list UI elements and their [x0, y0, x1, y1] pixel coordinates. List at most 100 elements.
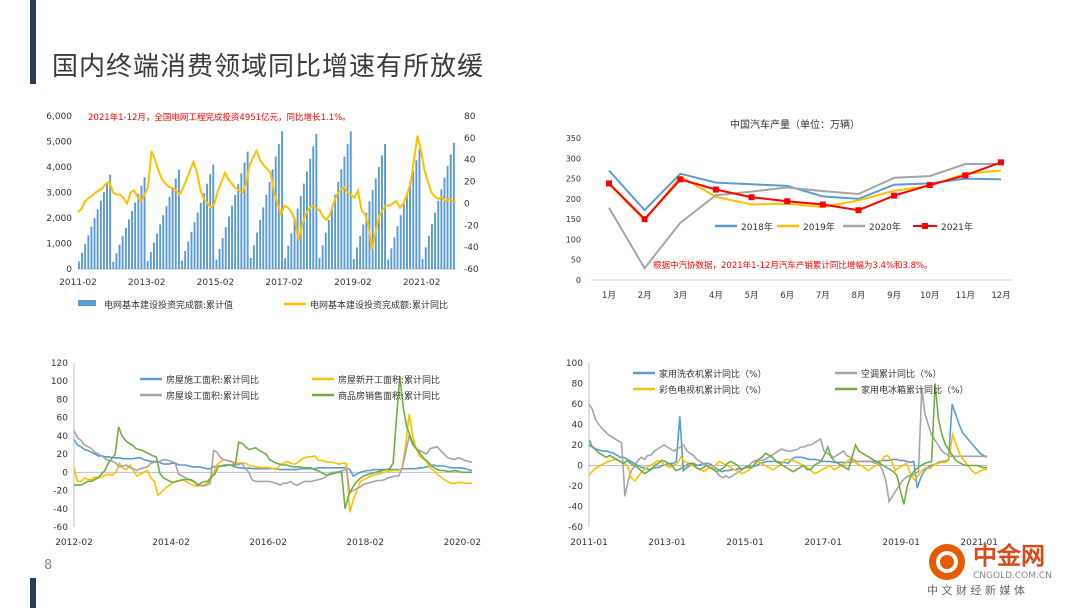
investment-bar [334, 194, 337, 269]
y-left-tick-label: 2,000 [46, 214, 72, 224]
x-tick-label: 2012-02 [55, 538, 93, 548]
investment-bar [427, 235, 430, 269]
investment-bar [406, 193, 408, 269]
x-tick-label: 2011-01 [570, 538, 608, 548]
investment-bar [449, 154, 452, 269]
x-tick-label: 1月 [602, 291, 616, 301]
investment-bar [149, 251, 152, 269]
investment-bar [143, 177, 146, 269]
y-tick-label: 0 [577, 462, 583, 472]
investment-bar [437, 200, 440, 269]
y-tick-label: 20 [572, 441, 584, 451]
investment-bar [146, 261, 149, 269]
investment-bar [203, 193, 205, 269]
series-line-2021年 [608, 161, 1002, 221]
investment-bar [121, 236, 124, 269]
data-marker-2021 [819, 201, 826, 208]
real-estate-chart: 120 100 80 60 40 20 0 -20 -40 -60 2012-02 2014-02 20… [51, 359, 481, 548]
legend-label: 2021年 [941, 221, 973, 233]
series-line-2019年 [608, 169, 1002, 222]
series-line [588, 388, 987, 504]
investment-bar [90, 226, 93, 269]
x-tick-label: 5月 [745, 291, 759, 301]
x-tick-label: 2019-02 [334, 278, 372, 288]
x-tick-label: 2014-02 [152, 538, 190, 548]
data-marker-2021 [998, 159, 1004, 166]
x-tick-label: 10月 [920, 291, 939, 301]
data-marker-2021 [784, 198, 791, 205]
investment-bar [412, 171, 415, 269]
investment-bar [315, 133, 318, 269]
y-right-tick-label: 80 [464, 112, 476, 122]
investment-bar [262, 207, 265, 269]
investment-bar [234, 194, 237, 269]
y-tick-label: 100 [51, 377, 68, 387]
investment-bar [115, 253, 118, 269]
investment-bar [212, 164, 215, 269]
investment-bar [184, 251, 187, 269]
investment-bar [181, 260, 183, 269]
investment-bar [243, 162, 246, 269]
investment-bar [256, 232, 258, 269]
legend-label: 房屋新开工面积:累计同比 [338, 374, 440, 386]
investment-bar [387, 259, 390, 269]
x-tick-label: 4月 [709, 291, 723, 301]
investment-bar [124, 227, 127, 269]
y-tick-label: 100 [566, 235, 581, 244]
series-line [588, 431, 987, 483]
investment-bar [443, 177, 446, 269]
chart-title: 中国汽车产量（单位：万辆） [730, 118, 860, 131]
x-tick-label: 2018-02 [346, 538, 384, 548]
investment-bar [199, 202, 202, 269]
investment-bar [140, 185, 143, 269]
y-tick-label: 200 [566, 195, 581, 204]
investment-bar [206, 183, 208, 269]
investment-bar [259, 220, 262, 269]
investment-bar [293, 220, 296, 269]
investment-bar [168, 197, 171, 269]
investment-bar [281, 131, 283, 269]
investment-bar [352, 259, 355, 269]
investment-bar [302, 183, 305, 269]
investment-bar [290, 233, 293, 269]
y-tick-label: 20 [57, 450, 69, 460]
yoy-growth-line [77, 135, 457, 250]
data-marker-2021 [748, 194, 755, 201]
y-tick-label: 0 [62, 468, 68, 478]
series-line [588, 403, 988, 489]
investment-bar [218, 248, 221, 269]
investment-bar [359, 236, 362, 269]
investment-bar [237, 184, 240, 269]
y-left-tick-label: 3,000 [46, 189, 72, 199]
investment-bar [171, 187, 174, 269]
legend-label: 空调累计同比（%） [861, 368, 942, 380]
investment-bar [431, 224, 433, 269]
y-tick-label: 50 [571, 256, 581, 265]
x-tick-label: 2015-01 [726, 538, 764, 548]
investment-bar [109, 174, 112, 269]
investment-bar [418, 149, 421, 269]
logo-domain: CNGOLD.COM.CN [973, 571, 1052, 581]
investment-bar [402, 204, 405, 269]
x-tick-label: 2021-01 [960, 538, 998, 548]
investment-bar [306, 171, 308, 269]
y-tick-label: 60 [572, 400, 584, 410]
x-tick-label: 2019-01 [882, 538, 920, 548]
x-tick-label: 12月 [991, 291, 1010, 301]
page-number: 8 [44, 558, 53, 573]
investment-bar [156, 233, 158, 269]
y-tick-label: -60 [568, 523, 583, 533]
series-line [73, 413, 472, 513]
investment-bar [118, 244, 121, 269]
x-tick-label: 2020-02 [443, 538, 481, 548]
investment-bar [81, 252, 83, 269]
auto-production-chart: 中国汽车产量（单位：万辆） 350 300 250 200 150 100 50 0 1月 2月 3月… [566, 118, 1013, 301]
investment-bar [224, 227, 227, 269]
title-accent-bar [30, 0, 36, 84]
investment-bar [103, 192, 105, 269]
y-left-tick-label: 0 [66, 265, 72, 275]
investment-bar [424, 247, 427, 269]
legend-label: 房屋施工面积:累计同比 [166, 374, 259, 386]
investment-bar [284, 258, 287, 269]
investment-bar [274, 156, 277, 269]
